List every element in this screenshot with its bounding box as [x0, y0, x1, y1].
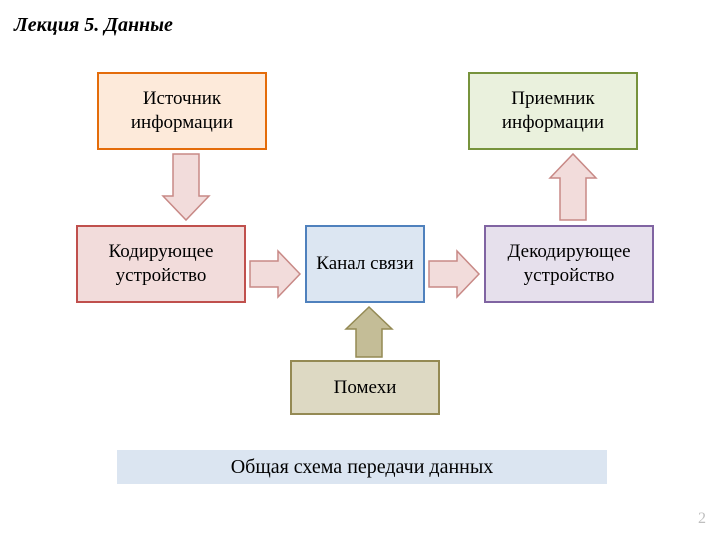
arrow-channel-to-decoder — [429, 251, 479, 297]
node-encoder: Кодирующееустройство — [76, 225, 246, 303]
caption-bar: Общая схема передачи данных — [117, 450, 607, 484]
caption-text: Общая схема передачи данных — [231, 456, 494, 479]
node-encoder-label: Кодирующееустройство — [109, 240, 214, 288]
arrow-noise-to-channel — [346, 307, 392, 357]
node-receiver-label: Приемникинформации — [502, 87, 604, 135]
node-source: Источникинформации — [97, 72, 267, 150]
node-noise: Помехи — [290, 360, 440, 415]
node-decoder: Декодирующееустройство — [484, 225, 654, 303]
node-source-label: Источникинформации — [131, 87, 233, 135]
arrow-source-to-encoder — [163, 154, 209, 220]
node-noise-label: Помехи — [334, 376, 397, 400]
arrow-decoder-to-receiver — [550, 154, 596, 220]
arrow-encoder-to-channel — [250, 251, 300, 297]
node-channel: Канал связи — [305, 225, 425, 303]
node-receiver: Приемникинформации — [468, 72, 638, 150]
page-number: 2 — [698, 510, 706, 528]
lecture-title: Лекция 5. Данные — [14, 14, 173, 37]
node-decoder-label: Декодирующееустройство — [507, 240, 630, 288]
node-channel-label: Канал связи — [316, 252, 413, 276]
